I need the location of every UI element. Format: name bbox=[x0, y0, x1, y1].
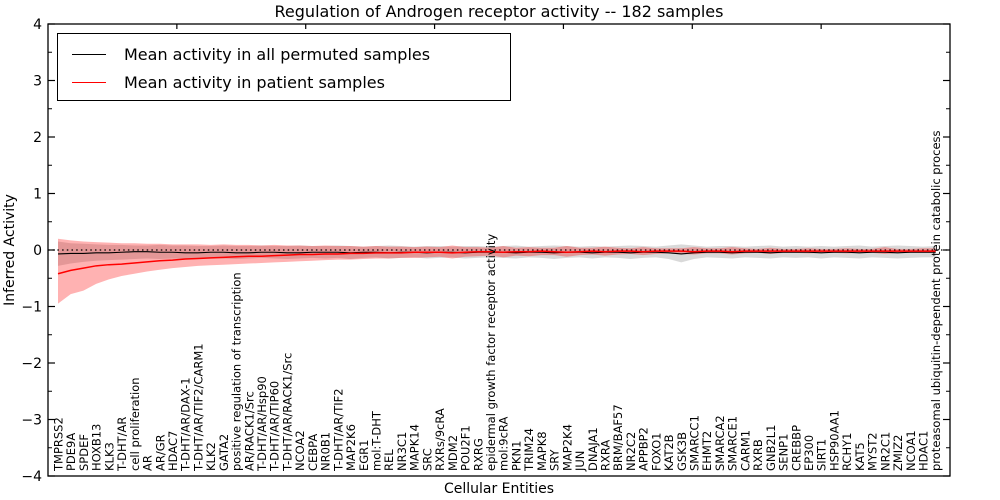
chart-title: Regulation of Androgen receptor activity… bbox=[274, 2, 724, 21]
x-tick-label: APPBP2 bbox=[637, 427, 651, 471]
x-tick-label: MAP2K4 bbox=[560, 424, 574, 471]
legend: Mean activity in all permuted samples Me… bbox=[57, 33, 511, 101]
x-tick-label: SIRT1 bbox=[815, 439, 829, 471]
x-tick-label: GNB2L1 bbox=[764, 425, 778, 471]
x-tick-label: SENP1 bbox=[777, 434, 791, 471]
x-tick-label: RXRB bbox=[751, 439, 765, 471]
x-tick-label: JUN bbox=[573, 451, 587, 472]
x-tick-label: GATA2 bbox=[217, 434, 231, 471]
x-tick-label: MDM2 bbox=[446, 435, 460, 471]
x-tick-label: MAPK14 bbox=[408, 424, 422, 471]
y-tick-label: −4 bbox=[21, 469, 42, 485]
x-tick-label: RXRA bbox=[599, 440, 613, 471]
x-axis-label: Cellular Entities bbox=[443, 481, 555, 497]
x-tick-label: mol:9cRA bbox=[497, 417, 511, 471]
x-tick-label: AR bbox=[141, 455, 155, 471]
x-tick-label: EHMT2 bbox=[700, 431, 714, 471]
x-tick-label: TMPRSS2 bbox=[52, 417, 66, 472]
y-tick-label: 4 bbox=[33, 17, 42, 33]
x-tick-label: AR/RACK1/Src bbox=[242, 391, 256, 471]
x-tick-label: T-DHT/AR/RACK1/Src bbox=[281, 353, 295, 472]
x-tick-label: T-DHT/AR/DAX-1 bbox=[179, 377, 193, 472]
x-tick-label: HSP90AA1 bbox=[827, 410, 841, 471]
y-tick-label: 2 bbox=[33, 130, 42, 146]
x-tick-label: KLK3 bbox=[102, 442, 116, 471]
patient-mean-line bbox=[57, 250, 936, 275]
x-tick-label: T-DHT/AR/TIF2 bbox=[331, 388, 345, 472]
x-tick-label: NR3C1 bbox=[395, 432, 409, 471]
x-tick-label: EGR1 bbox=[357, 440, 371, 472]
x-tick-label: NCOA2 bbox=[293, 430, 307, 471]
x-tick-label: T-DHT/AR/TIF2/CARM1 bbox=[191, 343, 205, 472]
permuted-line-swatch bbox=[72, 53, 106, 55]
x-tick-label: BRM/BAF57 bbox=[611, 404, 625, 471]
x-tick-label: POU2F1 bbox=[459, 425, 473, 471]
x-tick-label: positive regulation of transcription bbox=[230, 272, 244, 471]
x-tick-label: NR2C2 bbox=[624, 432, 638, 471]
x-tick-label: cell proliferation bbox=[128, 377, 142, 471]
x-tick-label: epidermal growth factor receptor activit… bbox=[484, 234, 498, 471]
legend-item-permuted: Mean activity in all permuted samples bbox=[58, 40, 510, 68]
x-tick-label: T-DHT/AR/TIP60 bbox=[268, 381, 282, 472]
x-tick-label: PDE9A bbox=[64, 433, 78, 471]
y-tick-label: −3 bbox=[21, 413, 42, 429]
y-tick-label: 1 bbox=[33, 187, 42, 203]
x-tick-label: HOXB13 bbox=[90, 424, 104, 471]
x-tick-label: KLK2 bbox=[204, 442, 218, 471]
x-tick-label: RXRs/9cRA bbox=[433, 408, 447, 471]
x-tick-label: AR/GR bbox=[153, 434, 167, 471]
x-tick-label: RCHY1 bbox=[840, 433, 854, 471]
y-tick-label: 0 bbox=[33, 243, 42, 259]
x-tick-label: GSK3B bbox=[675, 432, 689, 471]
x-tick-label: SMARCE1 bbox=[726, 416, 740, 471]
x-tick-label: RXRG bbox=[471, 438, 485, 471]
x-tick-label: MYST2 bbox=[866, 432, 880, 471]
x-tick-label: CARM1 bbox=[738, 430, 752, 471]
x-tick-label: REL bbox=[382, 449, 396, 471]
x-tick-label: FOXO1 bbox=[649, 433, 663, 471]
x-tick-label: MAPK8 bbox=[535, 431, 549, 471]
x-tick-label: T-DHT/AR bbox=[115, 417, 129, 472]
x-tick-label: NCOA1 bbox=[904, 430, 918, 471]
x-tick-label: EP300 bbox=[802, 435, 816, 471]
x-tick-label: PKN1 bbox=[509, 441, 523, 471]
x-tick-label: SMARCC1 bbox=[688, 415, 702, 471]
x-tick-label: proteasomal ubiquitin-dependent protein … bbox=[929, 130, 943, 471]
x-tick-label: TRIM24 bbox=[522, 428, 536, 472]
y-tick-label: −1 bbox=[21, 300, 42, 316]
x-tick-label: SRC bbox=[420, 448, 434, 471]
x-tick-label: CEBPA bbox=[306, 434, 320, 471]
x-tick-label: T-DHT/AR/Hsp90 bbox=[255, 376, 269, 472]
patient-line-swatch bbox=[72, 81, 106, 83]
permuted-confidence-band bbox=[58, 241, 936, 266]
x-tick-label: CREBBP bbox=[789, 425, 803, 471]
legend-item-patient: Mean activity in patient samples bbox=[58, 68, 510, 96]
x-tick-label: DNAJA1 bbox=[586, 427, 600, 471]
x-tick-label: NR2C1 bbox=[878, 432, 892, 471]
x-tick-label: ZMIZ2 bbox=[891, 435, 905, 471]
y-tick-label: 3 bbox=[33, 74, 42, 90]
x-tick-label: HDAC1 bbox=[917, 431, 931, 471]
x-tick-label: NR0B1 bbox=[319, 432, 333, 471]
x-tick-label: mol:T-DHT bbox=[370, 410, 384, 471]
x-tick-label: SMARCA2 bbox=[713, 415, 727, 471]
legend-label-permuted: Mean activity in all permuted samples bbox=[124, 44, 431, 64]
x-tick-label: KAT2B bbox=[662, 434, 676, 471]
x-tick-label: SPDEF bbox=[77, 434, 91, 471]
x-tick-label: KAT5 bbox=[853, 442, 867, 471]
y-tick-label: −2 bbox=[21, 356, 42, 372]
legend-label-patient: Mean activity in patient samples bbox=[124, 72, 385, 92]
x-tick-label: SRY bbox=[548, 448, 562, 471]
x-tick-label: HDAC7 bbox=[166, 431, 180, 471]
x-tick-label: MAP2K6 bbox=[344, 424, 358, 471]
